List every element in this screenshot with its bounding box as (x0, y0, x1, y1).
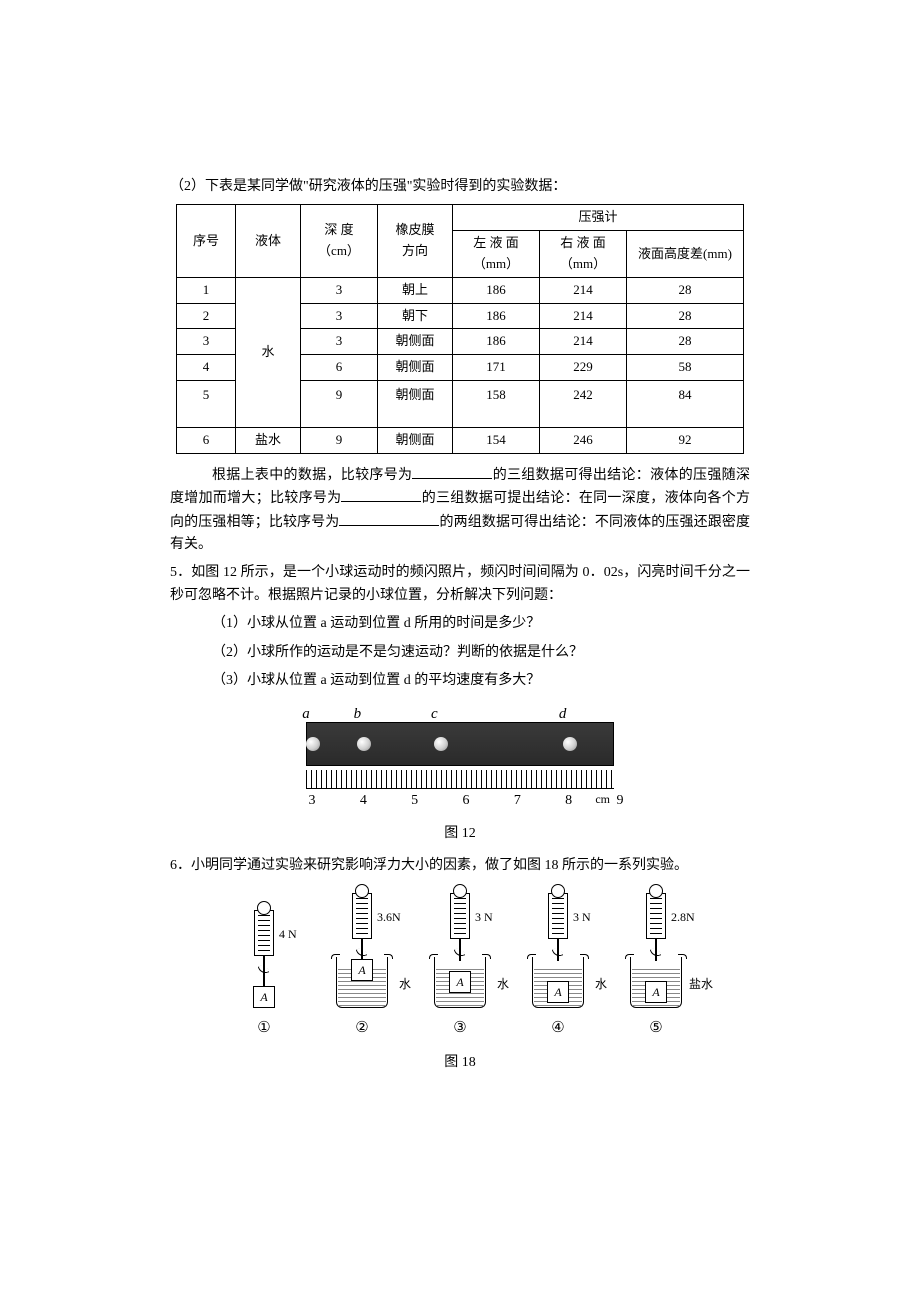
circled-number: ② (355, 1016, 368, 1040)
apparatus-1: 4 N A ① (226, 910, 302, 1040)
spring-scale: 4 N (254, 910, 274, 956)
ruler-num: 6 (463, 790, 470, 812)
figure-12-caption: 图 12 (170, 823, 750, 845)
liquid-label: 盐水 (689, 975, 713, 994)
hook-icon (361, 939, 363, 951)
hook-icon (263, 956, 265, 968)
liquid-label: 水 (595, 975, 607, 994)
th-left: 左 液 面 （mm） (453, 231, 540, 278)
ruler-num: 9 (617, 790, 624, 812)
circled-number: ③ (453, 1016, 466, 1040)
ruler-ticks (306, 770, 614, 789)
block-a: A (449, 971, 471, 993)
th-num: 序号 (177, 205, 236, 277)
th-dir: 橡皮膜 方向 (378, 205, 453, 277)
hook-icon (459, 939, 461, 951)
spring-scale: 3 N (450, 893, 470, 939)
hook-icon (557, 939, 559, 951)
q5-item-2: （2）小球所作的运动是不是匀速运动？判断的依据是什么？ (170, 642, 750, 664)
ruler-num: 4 (360, 790, 367, 812)
ruler-num: 7 (514, 790, 521, 812)
table-row: 6 盐水 9 朝侧面 154 246 92 (177, 427, 744, 453)
hook-icon (655, 939, 657, 951)
figure-12: abcd 3456789 cm (170, 702, 750, 816)
spring-scale: 3 N (548, 893, 568, 939)
liquid-label: 水 (497, 975, 509, 994)
circled-number: ⑤ (649, 1016, 662, 1040)
circled-number: ① (257, 1016, 270, 1040)
page: （2）下表是某同学做"研究液体的压强"实验时得到的实验数据： 序号 液体 深 度… (0, 0, 920, 1185)
ruler-numbers: 3456789 (306, 790, 626, 806)
ruler-num: 8 (565, 790, 572, 812)
fig12-strip (306, 722, 614, 766)
ruler-num: 3 (309, 790, 316, 812)
scale-reading: 3 N (573, 908, 591, 927)
scale-reading: 3.6N (377, 908, 401, 927)
ball-d (563, 737, 577, 751)
table-row: 1 水 3 朝上 186 214 28 (177, 277, 744, 303)
q2-conclusion: 根据上表中的数据，比较序号为的三组数据可得出结论：液体的压强随深度增加而增大；比… (170, 464, 750, 557)
ball-b (357, 737, 371, 751)
block-a: A (547, 981, 569, 1003)
figure-18-caption: 图 18 (170, 1052, 750, 1074)
ruler-unit: cm (595, 790, 610, 809)
block-a: A (253, 986, 275, 1008)
th-diff: 液面高度差(mm) (627, 231, 744, 278)
blank-3[interactable] (339, 511, 439, 526)
beaker: A水 (336, 957, 388, 1008)
apparatus-5: 2.8N A盐水 ⑤ (618, 893, 694, 1040)
apparatus-3: 3 N A水 ③ (422, 893, 498, 1040)
q2-table: 序号 液体 深 度 （cm） 橡皮膜 方向 压强计 左 液 面 （mm） 右 液… (176, 204, 744, 453)
beaker: A盐水 (630, 957, 682, 1008)
ball-a (306, 737, 320, 751)
q5-item-3: （3）小球从位置 a 运动到位置 d 的平均速度有多大？ (170, 670, 750, 692)
scale-reading: 2.8N (671, 908, 695, 927)
th-gauge: 压强计 (453, 205, 744, 231)
q6-text: 6．小明同学通过实验来研究影响浮力大小的因素，做了如图 18 所示的一系列实验。 (170, 855, 750, 877)
spring-scale: 3.6N (352, 893, 372, 939)
apparatus-2: 3.6N A水 ② (324, 893, 400, 1040)
th-depth: 深 度 （cm） (301, 205, 378, 277)
blank-1[interactable] (412, 464, 492, 479)
cell-water: 水 (236, 277, 301, 427)
spring-scale: 2.8N (646, 893, 666, 939)
fig12-ruler: 3456789 cm (300, 770, 620, 808)
th-right: 右 液 面 （mm） (540, 231, 627, 278)
beaker: A水 (434, 957, 486, 1008)
q5-text: 5．如图 12 所示，是一个小球运动时的频闪照片，频闪时间间隔为 0．02s，闪… (170, 562, 750, 607)
figure-18: 4 NA①3.6NA水②3 NA水③3 NA水④2.8NA盐水⑤ (170, 887, 750, 1046)
q2-intro: （2）下表是某同学做"研究液体的压强"实验时得到的实验数据： (170, 176, 750, 198)
th-liquid: 液体 (236, 205, 301, 277)
scale-reading: 3 N (475, 908, 493, 927)
block-a: A (645, 981, 667, 1003)
blank-2[interactable] (341, 487, 421, 502)
fig12-labels: abcd (300, 702, 620, 720)
table-header-row-1: 序号 液体 深 度 （cm） 橡皮膜 方向 压强计 (177, 205, 744, 231)
apparatus-4: 3 N A水 ④ (520, 893, 596, 1040)
q5-item-1: （1）小球从位置 a 运动到位置 d 所用的时间是多少？ (170, 613, 750, 635)
liquid-label: 水 (399, 975, 411, 994)
circled-number: ④ (551, 1016, 564, 1040)
ruler-num: 5 (411, 790, 418, 812)
ball-c (434, 737, 448, 751)
beaker: A水 (532, 957, 584, 1008)
scale-reading: 4 N (279, 925, 297, 944)
block-a: A (351, 959, 373, 981)
